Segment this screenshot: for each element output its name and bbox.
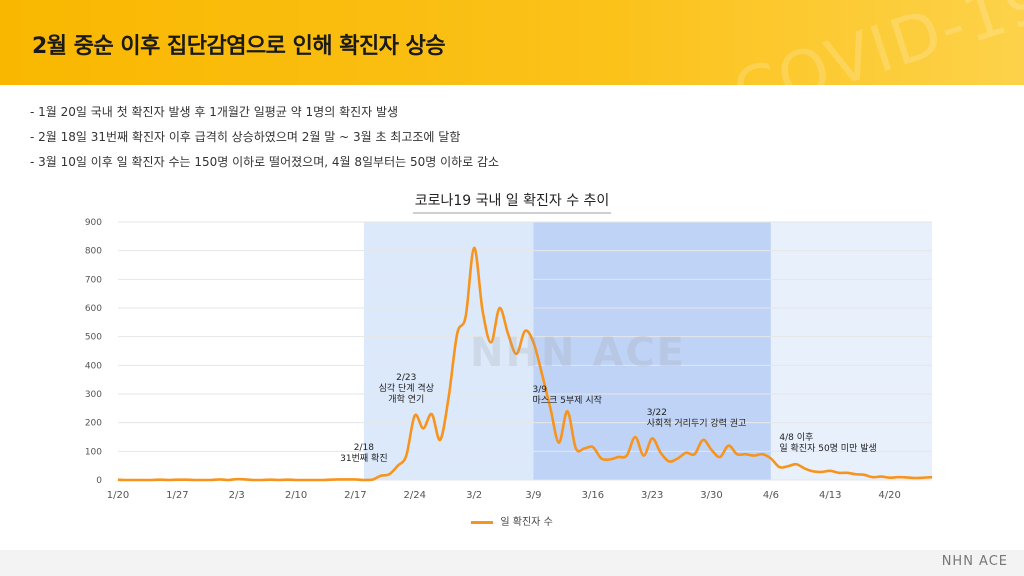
- annotation-line: 2/23: [396, 373, 416, 383]
- annotation-line: 심각 단계 격상: [379, 382, 434, 394]
- x-tick-label: 1/27: [166, 490, 188, 501]
- y-tick-label: 700: [85, 275, 102, 285]
- y-tick-label: 500: [85, 333, 102, 343]
- x-tick-label: 3/16: [582, 490, 604, 501]
- x-tick-label: 2/24: [404, 490, 426, 501]
- x-tick-label: 2/3: [229, 490, 245, 501]
- x-tick-label: 3/2: [466, 490, 482, 501]
- annotation-line: 3/9: [532, 385, 547, 395]
- legend-line-swatch: [471, 521, 493, 524]
- annotation-line: 2/18: [354, 443, 374, 453]
- y-tick-label: 300: [85, 390, 102, 400]
- footer-bar: NHN ACE: [0, 550, 1024, 576]
- y-tick-label: 100: [85, 447, 102, 457]
- y-tick-label: 800: [85, 247, 102, 257]
- x-tick-label: 4/6: [763, 490, 779, 501]
- annotation-line: 마스크 5부제 시작: [532, 395, 601, 406]
- y-tick-label: 200: [85, 419, 102, 429]
- footer-logo: NHN ACE: [942, 554, 1008, 569]
- x-tick-label: 4/13: [819, 490, 841, 501]
- y-tick-label: 600: [85, 304, 102, 314]
- x-tick-label: 2/17: [344, 490, 366, 501]
- annotation-line: 개학 연기: [388, 394, 424, 405]
- annotation-line: 사회적 거리두기 강력 권고: [647, 417, 747, 429]
- x-tick-label: 2/10: [285, 490, 307, 501]
- x-tick-label: 4/20: [878, 490, 900, 501]
- x-tick-label: 3/9: [525, 490, 541, 501]
- y-tick-label: 900: [85, 218, 102, 228]
- x-tick-label: 3/23: [641, 490, 663, 501]
- annotation-line: 일 확진자 50명 미만 발생: [779, 442, 876, 454]
- annotation-line: 3/22: [647, 408, 667, 418]
- daily-cases-chart: 0 100 200 300 400 500 600 700 800 900 1/20 1/27 2/3 2…: [0, 0, 1024, 576]
- chart-legend: 일 확진자 수: [0, 513, 1024, 528]
- annotation-line: 31번째 확진: [340, 452, 387, 464]
- x-tick-label: 1/20: [107, 490, 129, 501]
- legend-label: 일 확진자 수: [500, 517, 552, 528]
- annotation-line: 4/8 이후: [779, 432, 813, 443]
- x-tick-label: 3/30: [700, 490, 722, 501]
- center-watermark-logo: NHN ACE: [470, 330, 686, 376]
- y-tick-label: 0: [96, 476, 102, 486]
- y-tick-label: 400: [85, 361, 102, 371]
